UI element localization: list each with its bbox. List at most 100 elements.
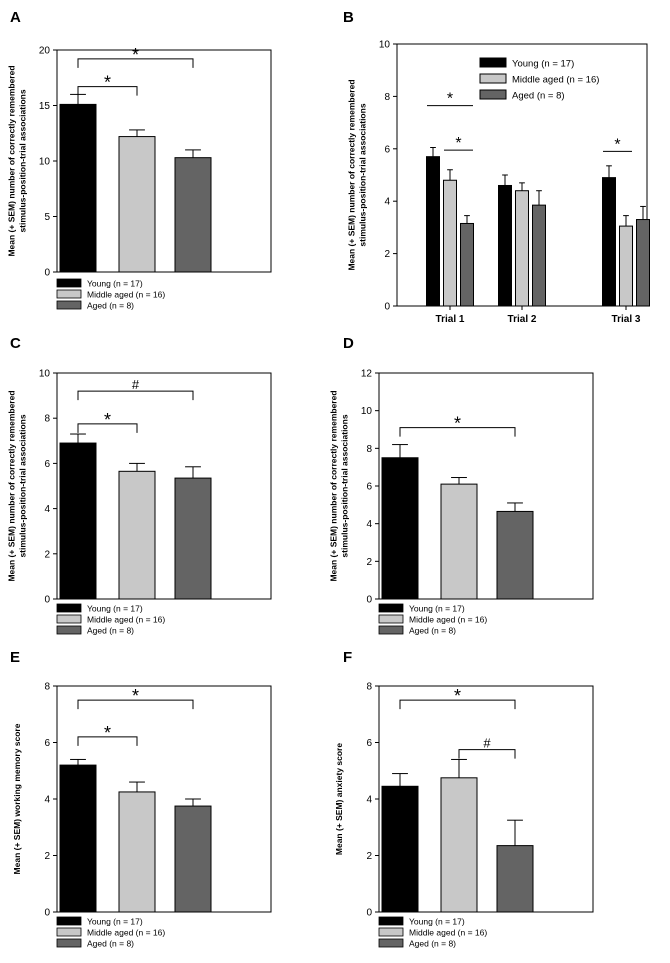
y-axis-label: Mean (+ SEM) number of correctly remembe… — [347, 79, 357, 270]
panel-d: D 0 2 4 6 8 10 12 Mean (+ SEM) number of correct… — [329, 335, 594, 636]
legend-label: Aged (n = 8) — [87, 939, 134, 949]
y-tick-label: 4 — [366, 519, 372, 530]
significance-marker: * — [447, 91, 453, 108]
legend-swatch — [479, 89, 507, 100]
legend-label: Aged (n = 8) — [409, 626, 456, 636]
legend-swatch — [56, 916, 82, 926]
legend-swatch — [378, 614, 404, 624]
bar-young — [381, 785, 419, 913]
y-axis-label: stimulus-position-trial associations — [358, 103, 368, 246]
y-tick-label: 15 — [39, 101, 51, 112]
y-axis-label: stimulus-position-trial associations — [18, 89, 28, 232]
legend-swatch — [56, 603, 82, 613]
significance-marker: * — [104, 410, 111, 430]
bar-young — [59, 103, 97, 273]
y-tick-label: 2 — [366, 851, 372, 862]
y-tick-label: 8 — [44, 414, 50, 425]
y-axis-label: Mean (+ SEM) number of correctly remembe… — [329, 390, 339, 581]
panel-f: F 0 2 4 6 8 Mean (+ SEM) anxiety score # * Young … — [334, 649, 594, 949]
bar-aged — [460, 222, 474, 307]
y-tick-label: 6 — [44, 459, 50, 470]
legend-label: Middle aged (n = 16) — [87, 928, 165, 938]
bar-young — [426, 156, 440, 307]
legend-label: Middle aged (n = 16) — [512, 75, 599, 86]
y-tick-label: 6 — [366, 738, 372, 749]
y-tick-label: 2 — [44, 549, 50, 560]
legend-swatch — [479, 73, 507, 84]
bar-middle-aged — [619, 225, 633, 307]
y-tick-label: 10 — [361, 406, 373, 417]
significance-bracket — [77, 736, 138, 746]
panel-letter: C — [10, 335, 21, 352]
bar-aged — [174, 477, 212, 600]
x-tick-label: Trial 2 — [508, 314, 537, 325]
y-tick-label: 0 — [44, 595, 50, 606]
legend-label: Young (n = 17) — [87, 604, 143, 614]
significance-marker: * — [454, 414, 461, 434]
y-axis-label: Mean (+ SEM) number of correctly remembe… — [7, 390, 17, 581]
bar-aged — [174, 805, 212, 913]
legend-label: Aged (n = 8) — [409, 939, 456, 949]
bar-aged — [636, 219, 650, 307]
legend-swatch — [56, 300, 82, 310]
significance-bracket — [399, 427, 516, 437]
y-tick-label: 8 — [366, 444, 372, 455]
bar-young — [381, 457, 419, 600]
y-tick-label: 10 — [379, 40, 391, 51]
legend-label: Middle aged (n = 16) — [409, 615, 487, 625]
legend-label: Aged (n = 8) — [512, 91, 565, 102]
bar-aged — [496, 510, 534, 600]
bar-young — [59, 764, 97, 913]
significance-bracket — [77, 390, 194, 401]
y-axis-label: stimulus-position-trial associations — [18, 414, 28, 557]
y-tick-label: 10 — [39, 369, 51, 380]
legend-swatch — [378, 927, 404, 937]
y-tick-label: 8 — [366, 682, 372, 693]
significance-marker: * — [132, 686, 139, 706]
legend-label: Middle aged (n = 16) — [87, 615, 165, 625]
y-tick-label: 0 — [44, 268, 50, 279]
x-tick-label: Trial 1 — [436, 314, 465, 325]
significance-bracket — [458, 749, 516, 759]
y-tick-label: 0 — [366, 595, 372, 606]
bar-middle-aged — [515, 190, 529, 307]
y-tick-label: 10 — [39, 157, 51, 168]
y-tick-label: 4 — [384, 197, 390, 208]
significance-marker: * — [132, 45, 139, 65]
legend-label: Aged (n = 8) — [87, 626, 134, 636]
y-axis-label: stimulus-position-trial associations — [340, 414, 350, 557]
legend-label: Aged (n = 8) — [87, 301, 134, 311]
bar-aged — [496, 845, 534, 913]
y-tick-label: 6 — [384, 144, 390, 155]
significance-marker: * — [454, 686, 461, 706]
legend-swatch — [378, 625, 404, 635]
panel-b: B 0 2 4 6 8 10 Mean (+ SEM) number of correctly… — [343, 9, 650, 325]
panel-letter: D — [343, 335, 354, 352]
legend-label: Young (n = 17) — [87, 917, 143, 927]
y-tick-label: 6 — [44, 738, 50, 749]
legend-label: Young (n = 17) — [87, 279, 143, 289]
y-tick-label: 20 — [39, 46, 51, 57]
y-tick-label: 0 — [44, 908, 50, 919]
panel-letter: E — [10, 649, 20, 666]
legend-swatch — [56, 927, 82, 937]
plot-frame — [56, 372, 272, 600]
bar-young — [59, 442, 97, 600]
y-tick-label: 2 — [384, 249, 390, 260]
legend-label: Young (n = 17) — [512, 59, 574, 70]
y-tick-label: 6 — [366, 482, 372, 493]
y-axis-label: Mean (+ SEM) anxiety score — [334, 743, 344, 855]
significance-marker: * — [614, 136, 620, 153]
y-tick-label: 2 — [44, 851, 50, 862]
y-axis-label: Mean (+ SEM) working memory score — [12, 723, 22, 874]
bar-middle-aged — [118, 470, 156, 600]
bar-middle-aged — [118, 791, 156, 913]
legend-swatch — [56, 938, 82, 948]
significance-bracket — [77, 58, 194, 68]
y-tick-label: 0 — [384, 302, 390, 313]
y-tick-label: 2 — [366, 557, 372, 568]
legend-label: Middle aged (n = 16) — [409, 928, 487, 938]
legend-swatch — [56, 278, 82, 288]
legend-label: Young (n = 17) — [409, 604, 465, 614]
panel-c: C 0 2 4 6 8 10 Mean (+ SEM) number of correctly… — [7, 335, 272, 636]
